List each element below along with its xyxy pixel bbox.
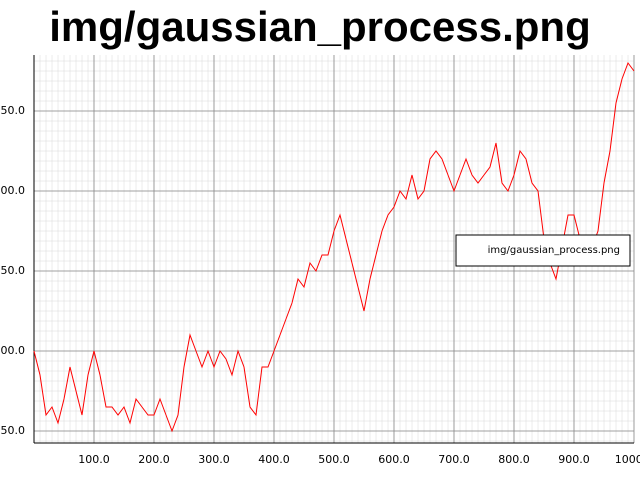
x-tick-label: 600.0 [378,453,410,466]
y-tick-label: 1000.0 [0,344,25,357]
data-line [33,61,635,433]
x-tick-label: 700.0 [438,453,470,466]
x-tick-label: 800.0 [498,453,530,466]
legend-box [455,234,631,267]
y-tick-label: 1050.0 [0,264,25,277]
y-tick-label: 1150.0 [0,104,25,117]
x-tick-label: 1000.0 [615,453,640,466]
x-tick-label: 900.0 [558,453,590,466]
chart-title: img/gaussian_process.png [49,3,591,50]
x-tick-label: 100.0 [78,453,110,466]
x-tick-label: 300.0 [198,453,230,466]
y-tick-label: 1100.0 [0,184,25,197]
legend-label: img/gaussian_process.png [488,245,620,256]
x-tick-label: 400.0 [258,453,290,466]
y-tick-label: 950.0 [0,424,25,437]
x-tick-label: 500.0 [318,453,350,466]
x-tick-label: 200.0 [138,453,170,466]
